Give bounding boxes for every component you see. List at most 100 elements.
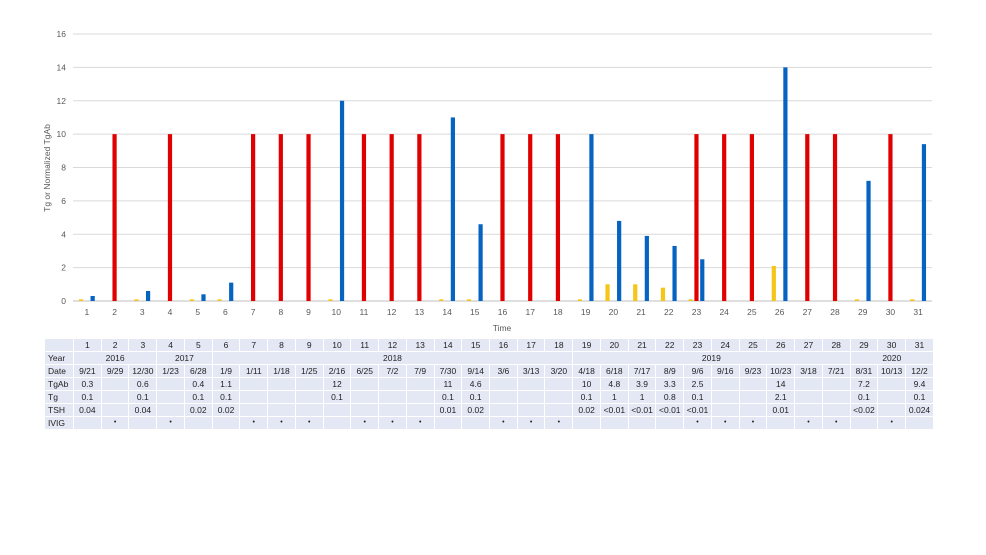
- table-cell: 0.1: [212, 391, 240, 403]
- table-cell: •: [545, 417, 573, 429]
- table-cell: [268, 378, 295, 390]
- table-cell: 20: [600, 339, 628, 351]
- x-tick-label: 21: [636, 307, 646, 317]
- table-cell: 31: [906, 339, 933, 351]
- table-cell: 1: [600, 391, 628, 403]
- table-cell: 12: [323, 378, 351, 390]
- table-cell: [739, 404, 767, 416]
- table-cell: 9.4: [906, 378, 933, 390]
- table-cell: 13: [406, 339, 434, 351]
- table-cell: Tg: [45, 391, 73, 403]
- table-cell: •: [711, 417, 739, 429]
- table-cell: [212, 417, 240, 429]
- table-cell: 17: [517, 339, 545, 351]
- y-tick-label: 0: [61, 296, 66, 306]
- table-cell: [517, 391, 545, 403]
- table-cell: 18: [545, 339, 573, 351]
- table-cell: 10: [323, 339, 351, 351]
- table-cell: 14: [434, 339, 462, 351]
- table-cell: [795, 391, 822, 403]
- table-cell: [184, 417, 212, 429]
- table-cell: <0.01: [628, 404, 656, 416]
- table-cell: 1/23: [157, 365, 184, 377]
- table-cell: [101, 378, 129, 390]
- table-cell: 0.02: [462, 404, 490, 416]
- table-cell: •: [878, 417, 906, 429]
- table-cell: •: [517, 417, 545, 429]
- x-tick-label: 3: [140, 307, 145, 317]
- x-tick-label: 1: [84, 307, 89, 317]
- bar: [361, 134, 367, 302]
- table-cell: 0.1: [462, 391, 490, 403]
- bar: [921, 144, 927, 301]
- table-cell: 7/21: [822, 365, 850, 377]
- table-cell: 2.1: [767, 391, 795, 403]
- bar: [189, 299, 194, 301]
- table-cell: •: [490, 417, 517, 429]
- table-cell: 3/13: [517, 365, 545, 377]
- table-cell: 23: [684, 339, 711, 351]
- x-tick-label: 28: [830, 307, 840, 317]
- table-cell: 2018: [212, 352, 573, 364]
- table-cell: 1: [628, 391, 656, 403]
- table-cell: [240, 391, 268, 403]
- table-cell: 9/16: [711, 365, 739, 377]
- x-tick-label: 15: [470, 307, 480, 317]
- table-cell: 6/18: [600, 365, 628, 377]
- bar: [688, 299, 693, 301]
- table-cell: [157, 391, 184, 403]
- table-cell: 0.02: [573, 404, 600, 416]
- table-cell: [822, 391, 850, 403]
- x-tick-label: 31: [913, 307, 923, 317]
- table-cell: 1/18: [268, 365, 295, 377]
- table-cell: 2019: [573, 352, 850, 364]
- table-cell: [490, 391, 517, 403]
- table-cell: 2: [101, 339, 129, 351]
- table-cell: Date: [45, 365, 73, 377]
- bar: [167, 134, 173, 302]
- table-cell: 25: [739, 339, 767, 351]
- table-cell: [656, 417, 684, 429]
- bar: [694, 134, 699, 302]
- table-cell: •: [406, 417, 434, 429]
- table-cell: 7.2: [850, 378, 878, 390]
- x-tick-labels: 1 2 3 4 5 6 7 8 9 10 11 12 13 14 15 16 17 18 19 20 21 22 23 24 2…: [84, 307, 923, 317]
- table-cell: [434, 417, 462, 429]
- y-tick-label: 2: [61, 263, 66, 273]
- table-cell: 0.01: [767, 404, 795, 416]
- bar: [112, 134, 117, 302]
- table-cell: [268, 391, 295, 403]
- bar: [439, 299, 444, 301]
- table-cell: 0.024: [906, 404, 933, 416]
- table-cell: 0.1: [323, 391, 351, 403]
- table-cell: <0.01: [684, 404, 711, 416]
- bar: [783, 67, 788, 302]
- table-cell: [101, 391, 129, 403]
- bar: [633, 284, 638, 301]
- bar: [78, 299, 84, 301]
- x-tick-label: 29: [858, 307, 868, 317]
- table-row: TSH 0.04 0.04 0.02 0.02 0.01 0.02 0.02 <0.01 <0.0…: [45, 404, 933, 416]
- table-cell: 5: [184, 339, 212, 351]
- table-cell: [351, 404, 379, 416]
- table-cell: 4/18: [573, 365, 600, 377]
- bar: [660, 287, 666, 301]
- table-cell: <0.01: [600, 404, 628, 416]
- table-row: Tg 0.1 0.1 0.1 0.1 0.1 0.1 0.1 0.1 1 1 0.8 0.1 2.1 0.1…: [45, 391, 933, 403]
- table-cell: [878, 378, 906, 390]
- table-cell: [351, 378, 379, 390]
- table-cell: [268, 404, 295, 416]
- table-cell: 0.6: [129, 378, 157, 390]
- bar: [217, 299, 222, 301]
- table-cell: [323, 417, 351, 429]
- table-cell: [517, 378, 545, 390]
- table-cell: 0.1: [573, 391, 600, 403]
- table-cell: [711, 378, 739, 390]
- table-cell: 10: [573, 378, 600, 390]
- table-cell: 10/13: [878, 365, 906, 377]
- table-cell: 21: [628, 339, 656, 351]
- table-cell: 8: [268, 339, 295, 351]
- data-table: 1 2 3 4 5 6 7 8 9 10 11 12 13 14 15 16 17 18 19 20 21 22 23 24 2…: [44, 338, 934, 430]
- y-tick-label: 10: [57, 129, 67, 139]
